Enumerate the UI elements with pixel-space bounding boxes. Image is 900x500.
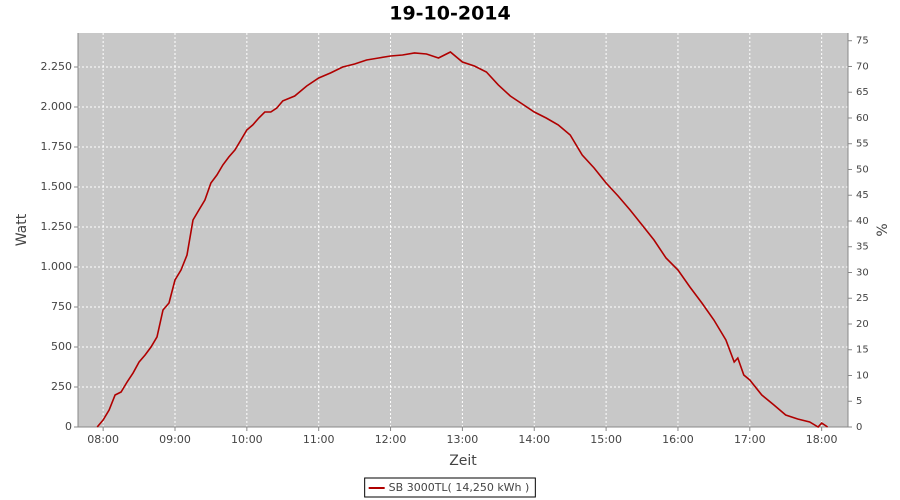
x-tick-label: 14:00: [518, 433, 550, 446]
x-tick-label: 13:00: [447, 433, 479, 446]
plot-area: [78, 33, 848, 427]
y-tick-label: 2.250: [41, 60, 73, 73]
x-axis-label: Zeit: [449, 453, 477, 469]
y-tick-label: 0: [65, 420, 72, 433]
y-tick-label: 250: [51, 380, 72, 393]
y2-tick-label: 15: [856, 345, 869, 356]
y2-axis-label: %: [875, 223, 891, 236]
y2-tick-label: 40: [856, 216, 869, 227]
y2-tick-label: 45: [856, 190, 869, 201]
y2-tick-label: 60: [856, 113, 869, 124]
y2-tick-label: 35: [856, 242, 869, 253]
x-tick-label: 15:00: [590, 433, 622, 446]
y-tick-label: 500: [51, 340, 72, 353]
y-tick-label: 1.500: [41, 180, 73, 193]
y2-tick-label: 10: [856, 370, 869, 381]
legend-box: [364, 477, 536, 498]
y2-tick-label: 25: [856, 293, 869, 304]
x-tick-label: 17:00: [734, 433, 766, 446]
x-tick-label: 12:00: [375, 433, 407, 446]
y-axis-label: Watt: [14, 213, 30, 246]
x-tick-label: 11:00: [303, 433, 335, 446]
y-tick-label: 2.000: [41, 100, 73, 113]
y2-tick-label: 70: [856, 61, 869, 72]
y-tick-label: 750: [51, 300, 72, 313]
y-tick-label: 1.250: [41, 220, 73, 233]
y2-tick-label: 75: [856, 36, 869, 47]
y2-tick-label: 0: [856, 422, 862, 433]
x-tick-label: 09:00: [159, 433, 191, 446]
data-line: [96, 51, 829, 429]
x-tick-label: 18:00: [806, 433, 838, 446]
x-tick-label: 08:00: [87, 433, 119, 446]
x-tick-label: 16:00: [662, 433, 694, 446]
y-tick-label: 1.750: [41, 140, 73, 153]
x-tick-label: 10:00: [231, 433, 263, 446]
y2-tick-label: 5: [856, 396, 862, 407]
y-tick-label: 1.000: [41, 260, 73, 273]
chart-title: 19-10-2014: [389, 3, 511, 25]
y2-tick-label: 65: [856, 87, 869, 98]
legend-label: SB 3000TL( 14,250 kWh ): [389, 481, 530, 494]
y2-tick-label: 55: [856, 139, 869, 150]
y2-tick-label: 20: [856, 319, 869, 330]
y2-tick-label: 50: [856, 164, 869, 175]
legend: SB 3000TL( 14,250 kWh ): [364, 477, 536, 498]
y2-tick-label: 30: [856, 267, 869, 278]
